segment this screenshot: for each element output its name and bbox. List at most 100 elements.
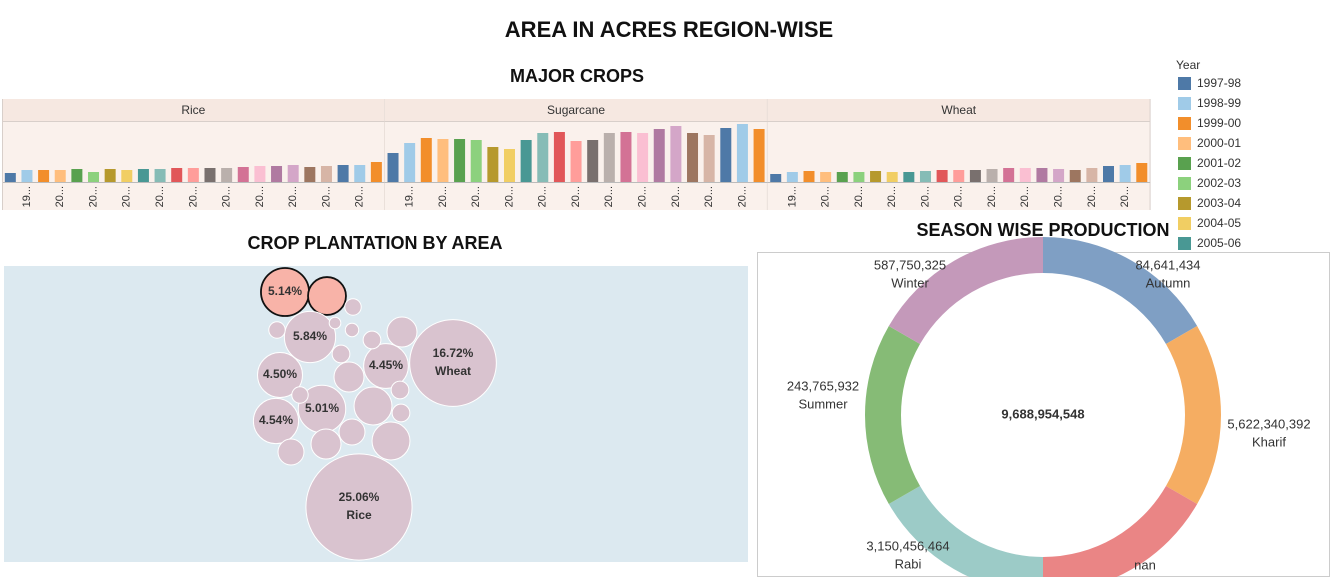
bar: [537, 133, 549, 182]
pie-frame: [757, 252, 1330, 577]
legend-label: 2002-03: [1197, 176, 1241, 190]
slice-label: Kharif: [1252, 434, 1286, 449]
x-tick-label: 20...: [54, 186, 66, 207]
bubble: [390, 380, 410, 400]
bar: [420, 138, 432, 182]
bar: [1053, 169, 1065, 182]
bar: [54, 170, 66, 182]
legend-label: 2004-05: [1197, 216, 1241, 230]
bubble: [333, 361, 365, 393]
x-tick-label: 20...: [703, 186, 715, 207]
x-tick-label: 20...: [736, 186, 748, 207]
bubble-name: Rice: [346, 508, 372, 522]
bar: [687, 133, 699, 182]
bar: [88, 172, 100, 182]
bar: [154, 169, 166, 182]
bar: [254, 166, 266, 182]
bar: [836, 172, 848, 182]
bar: [237, 167, 249, 182]
bubble: [310, 428, 342, 460]
bar: [637, 133, 649, 182]
bar: [553, 132, 565, 182]
bubble-label: 5.01%: [305, 401, 339, 415]
bar: [454, 139, 466, 182]
bubble-label: 5.84%: [293, 329, 327, 343]
bubble: [409, 319, 497, 407]
bar: [1136, 163, 1148, 182]
bar: [271, 166, 283, 182]
bar: [803, 171, 815, 182]
bar: [437, 139, 449, 182]
bubble: [338, 418, 366, 446]
legend-swatch: [1178, 77, 1191, 90]
bar: [1086, 168, 1098, 182]
bar: [820, 172, 832, 182]
x-tick-label: 20...: [87, 186, 99, 207]
x-tick-label: 20...: [221, 186, 233, 207]
bar: [320, 166, 332, 182]
bubble: [328, 316, 342, 330]
x-tick-label: 20...: [537, 186, 549, 207]
bubble: [331, 344, 351, 364]
legend-label: 2000-01: [1197, 136, 1241, 150]
x-tick-label: 20...: [986, 186, 998, 207]
bubble-label: 25.06%: [339, 490, 380, 504]
bar: [287, 165, 299, 182]
bubble: [363, 343, 409, 389]
legend-swatch: [1178, 97, 1191, 110]
bar: [903, 172, 915, 182]
bar: [1036, 168, 1048, 182]
bubble: [344, 322, 360, 338]
legend-label: 2005-06: [1197, 236, 1241, 250]
bar: [121, 170, 133, 182]
x-tick-label: 20...: [470, 186, 482, 207]
donut-slice: [1165, 326, 1221, 504]
x-tick-label: 20...: [121, 186, 133, 207]
bubble: [362, 330, 382, 350]
x-tick-label: 20...: [637, 186, 649, 207]
x-tick-label: 20...: [820, 186, 832, 207]
bubble: [353, 386, 393, 426]
bar: [503, 149, 515, 182]
panel-label: Wheat: [941, 103, 976, 117]
bar: [1069, 170, 1081, 182]
donut-slice: [864, 326, 921, 504]
x-tick-label: 20...: [886, 186, 898, 207]
bar: [620, 132, 632, 182]
x-tick-label: 20...: [154, 186, 166, 207]
x-tick-label: 20...: [570, 186, 582, 207]
legend-title: Year: [1176, 58, 1200, 72]
bubble-label: 16.72%: [433, 346, 474, 360]
slice-label: Winter: [891, 275, 929, 290]
bar: [720, 128, 732, 182]
x-tick-label: 20...: [437, 186, 449, 207]
slice-value-label: 243,765,932: [787, 378, 859, 393]
panel-header: [384, 99, 768, 121]
legend-label: 1998-99: [1197, 96, 1241, 110]
bar: [187, 168, 199, 182]
bubble: [252, 397, 300, 445]
bar: [104, 169, 116, 182]
bubble-label: 4.50%: [263, 367, 297, 381]
x-tick-label: 20...: [1052, 186, 1064, 207]
panel-label: Sugarcane: [547, 103, 605, 117]
bar: [853, 172, 865, 182]
panel-label: Rice: [181, 103, 205, 117]
legend-swatch: [1178, 117, 1191, 130]
slice-label: nan: [1134, 557, 1156, 572]
bar: [653, 129, 665, 182]
x-tick-label: 20...: [1086, 186, 1098, 207]
bubble: [386, 316, 418, 348]
bubble-name: Wheat: [435, 364, 471, 378]
slice-value-label: 5,622,340,392: [1227, 416, 1310, 431]
bar: [4, 173, 16, 182]
x-tick-label: 20...: [254, 186, 266, 207]
bar: [770, 174, 782, 182]
bar: [587, 140, 599, 182]
slice-value-label: 3,150,456,464: [866, 538, 949, 553]
legend-swatch: [1178, 217, 1191, 230]
bar: [71, 169, 83, 182]
bar: [171, 168, 183, 182]
bar: [21, 170, 33, 182]
bubble: [277, 438, 305, 466]
